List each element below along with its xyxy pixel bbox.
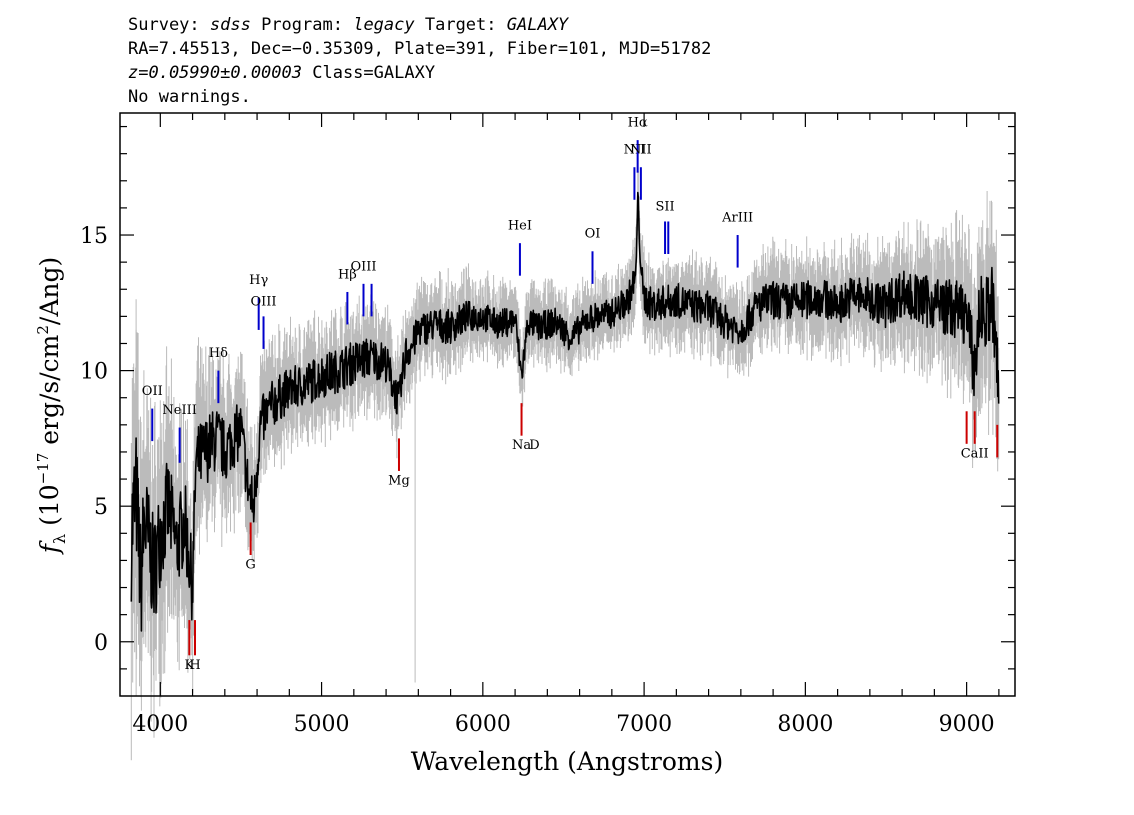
absorption-line-label: Mg (388, 473, 410, 488)
x-tick-label: 5000 (294, 712, 350, 737)
x-tick-label: 9000 (939, 712, 995, 737)
emission-line-label: Hβ (338, 267, 357, 282)
emission-line-label: SII (655, 200, 674, 215)
target-label: Target: (415, 15, 507, 35)
absorption-line-label: K (184, 658, 194, 673)
emission-line-label: NII (624, 143, 646, 158)
y-label-close: /Ang) (35, 257, 64, 325)
error-band-strokes (130, 154, 1000, 761)
y-tick-label: 5 (94, 495, 108, 520)
plot-frame (119, 112, 1016, 697)
x-tick-label: 8000 (777, 712, 833, 737)
emission-line-label: OIII (350, 259, 376, 274)
header-line3: z=0.05990±0.00003 Class=GALAXY (128, 63, 435, 83)
redshift-value: z=0.05990±0.00003 (128, 63, 302, 83)
y-tick-label: 0 (94, 631, 108, 656)
flux-line (130, 191, 1000, 632)
emission-line-label: OI (585, 227, 601, 242)
y-label-f: f (35, 540, 64, 555)
y-label-sq: 2 (34, 325, 52, 335)
header-line2: RA=7.45513, Dec=−0.35309, Plate=391, Fib… (128, 39, 711, 59)
y-axis-label: fλ (10−17 erg/s/cm2/Ang) (34, 257, 69, 556)
emission-line-label: Hα (628, 116, 648, 131)
header-line4: No warnings. (128, 87, 251, 107)
y-tick-label: 10 (80, 360, 108, 385)
absorption-line-label: H (189, 658, 200, 673)
y-label-mid: erg/s/cm (35, 334, 64, 452)
x-axis-label: Wavelength (Angstroms) (411, 747, 723, 776)
error-band (130, 154, 1000, 761)
y-tick-label: 15 (80, 224, 108, 249)
program-label: Program: (251, 15, 353, 35)
emission-line-label: NeIII (162, 403, 196, 418)
emission-line-label: HeI (508, 219, 532, 234)
absorption-line-label: CaII (961, 446, 989, 461)
survey-value: sdss (210, 15, 251, 35)
axis-ticks: 4000 5000 6000 7000 8000 9000 0 5 10 15 (80, 113, 1015, 737)
x-tick-label: 4000 (132, 712, 188, 737)
header-line1: Survey: sdss Program: legacy Target: GAL… (128, 15, 570, 35)
target-value: GALAXY (507, 15, 570, 35)
x-tick-label: 7000 (616, 712, 672, 737)
emission-line-label: Hγ (249, 273, 268, 288)
absorption-line-label: Na (512, 438, 531, 453)
y-label-exp: −17 (34, 453, 52, 485)
absorption-line-label: G (245, 558, 255, 573)
class-value: Class=GALAXY (302, 63, 435, 83)
emission-line-label: OII (142, 384, 163, 399)
y-label-open: (10 (35, 484, 64, 534)
program-value: legacy (353, 15, 415, 35)
y-label-lambda: λ (50, 534, 69, 544)
x-tick-label: 6000 (455, 712, 511, 737)
emission-line-label: ArIII (721, 210, 753, 225)
emission-line-label: Hδ (209, 346, 228, 361)
emission-line-label: OIII (250, 295, 276, 310)
survey-label: Survey: (128, 15, 210, 35)
absorption-line-label: D (529, 438, 539, 453)
emission-line-label: NII (630, 143, 652, 158)
spectral-line-markers: OIINeIIIHδHγOIIIHβOIIIHeIOINIIHαNIISIIAr… (142, 116, 999, 673)
flux-series (130, 191, 1000, 632)
